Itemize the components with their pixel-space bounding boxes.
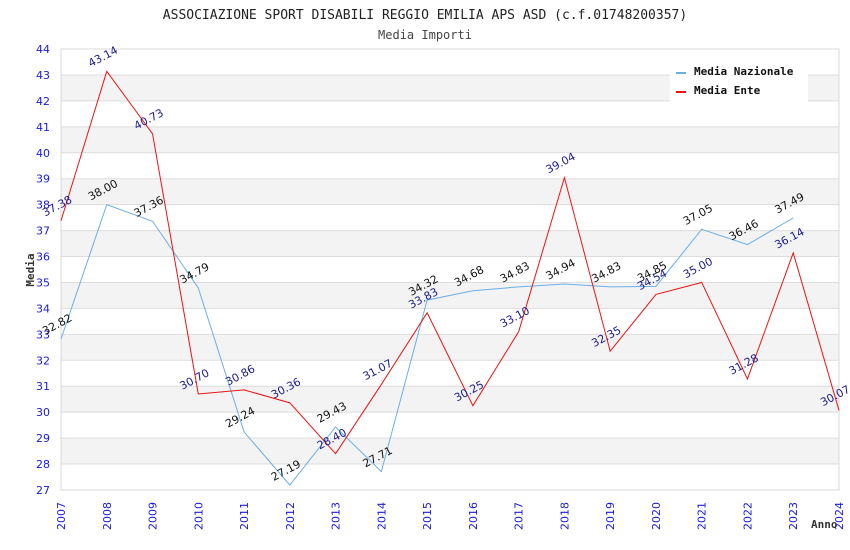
y-tick-label: 43 — [36, 69, 50, 82]
y-tick-label: 30 — [36, 406, 50, 419]
plot-band — [61, 230, 839, 257]
y-tick-label: 34 — [36, 302, 50, 315]
chart-title: ASSOCIAZIONE SPORT DISABILI REGGIO EMILI… — [163, 8, 687, 23]
x-tick-label: 2011 — [238, 502, 251, 530]
x-tick-label: 2019 — [604, 502, 617, 530]
plot-band — [61, 178, 839, 205]
y-tick-label: 41 — [36, 121, 50, 134]
data-labels: 32.8238.0037.3634.7929.2427.1929.4327.71… — [40, 44, 850, 484]
x-tick-label: 2010 — [192, 502, 205, 530]
y-tick-label: 40 — [36, 147, 50, 160]
x-tick-label: 2013 — [330, 502, 343, 530]
data-label: 34.83 — [589, 259, 623, 285]
series-line-media-ente — [60, 70, 840, 455]
y-tick-label: 38 — [36, 199, 50, 212]
plot-band — [61, 126, 839, 153]
x-tick-label: 2015 — [421, 502, 434, 530]
data-label: 30.86 — [223, 362, 257, 388]
data-label: 35.00 — [681, 255, 715, 281]
y-tick-label: 28 — [36, 458, 50, 471]
x-tick-label: 2016 — [467, 502, 480, 530]
plot-bands — [61, 74, 839, 465]
y-tick-label: 36 — [36, 251, 50, 264]
data-label: 37.05 — [681, 202, 715, 228]
x-tick-label: 2022 — [741, 502, 754, 530]
x-tick-label: 2020 — [650, 502, 663, 530]
plot-band — [61, 334, 839, 361]
y-axis-label: Media — [24, 253, 37, 286]
data-label: 37.38 — [40, 193, 74, 219]
x-tick-label: 2012 — [284, 502, 297, 530]
x-tick-label: 2007 — [55, 502, 68, 530]
y-tick-label: 29 — [36, 432, 50, 445]
y-axis-ticks: 27 28 29 30 31 32 33 34 35 36 37 38 39 40 41 42 43 44 — [36, 43, 50, 497]
legend-label-media-ente: Media Ente — [694, 84, 761, 97]
y-tick-label: 27 — [36, 484, 50, 497]
gridlines — [61, 48, 839, 491]
y-tick-label: 44 — [36, 43, 50, 56]
x-tick-label: 2014 — [375, 502, 388, 530]
y-tick-label: 35 — [36, 276, 50, 289]
legend-label-media-nazionale: Media Nazionale — [694, 65, 794, 78]
data-label: 34.83 — [498, 259, 532, 285]
legend: Media Nazionale Media Ente — [670, 60, 808, 102]
x-tick-label: 2017 — [513, 502, 526, 530]
chart-subtitle: Media Importi — [378, 28, 472, 42]
plot-band — [61, 438, 839, 465]
data-label: 43.14 — [86, 44, 120, 70]
x-axis-label: Anno — [811, 518, 838, 531]
series-lines — [60, 70, 840, 486]
plot-frame — [60, 48, 840, 491]
x-tick-label: 2009 — [147, 502, 160, 530]
legend-box — [670, 60, 808, 102]
y-tick-label: 31 — [36, 380, 50, 393]
y-tick-label: 42 — [36, 95, 50, 108]
x-axis-ticks: 2007 2008 2009 2010 2011 2012 2013 2014 2015 2016… — [55, 502, 846, 530]
x-tick-label: 2021 — [696, 502, 709, 530]
y-tick-label: 33 — [36, 328, 50, 341]
x-tick-label: 2023 — [787, 502, 800, 530]
x-tick-label: 2018 — [558, 502, 571, 530]
y-tick-label: 32 — [36, 354, 50, 367]
x-tick-label: 2008 — [101, 502, 114, 530]
data-label: 34.94 — [544, 256, 578, 282]
y-tick-label: 37 — [36, 225, 50, 238]
plot-band — [61, 386, 839, 413]
y-tick-label: 39 — [36, 173, 50, 186]
x-tick-label: 2024 — [833, 502, 846, 530]
data-label: 39.04 — [544, 150, 578, 176]
